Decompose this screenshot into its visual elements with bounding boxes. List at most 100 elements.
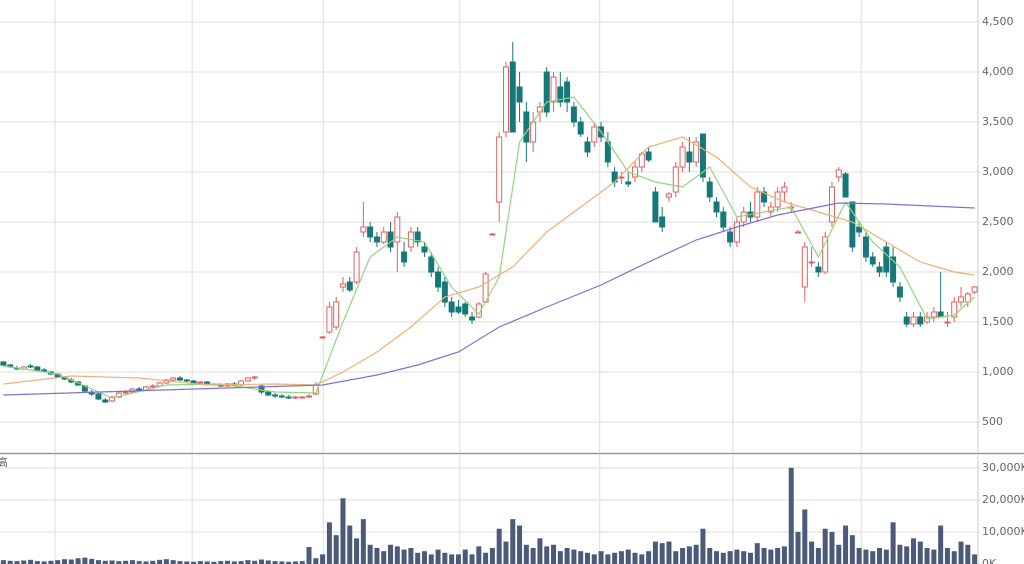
candle-body: [326, 306, 333, 333]
candle-body: [306, 395, 313, 398]
candle-body: [632, 166, 639, 178]
y-tick-label: 3,000: [982, 165, 1014, 178]
candle-body: [156, 382, 163, 387]
candle-body: [659, 216, 666, 228]
y-tick-label: 4,500: [982, 15, 1014, 28]
volume-bar: [306, 547, 312, 564]
volume-bar: [659, 543, 665, 564]
candle-body: [373, 236, 380, 243]
candle-body: [333, 301, 340, 328]
volume-bar: [48, 560, 54, 564]
volume-bar: [469, 554, 475, 564]
volume-bar: [530, 547, 536, 564]
candle-body: [584, 141, 591, 153]
volume-bar: [34, 561, 40, 564]
volume-bar: [204, 561, 210, 564]
volume-bar: [944, 547, 950, 564]
volume-bar: [815, 547, 821, 564]
candle-body: [346, 281, 353, 291]
volume-bar: [517, 525, 523, 564]
volume-bar: [435, 549, 441, 564]
candle-body: [136, 388, 143, 391]
volume-bar: [408, 547, 414, 564]
volume-bar: [557, 551, 563, 564]
volume-bar: [177, 561, 183, 564]
candle-body: [102, 399, 109, 403]
volume-bar: [591, 554, 597, 564]
volume-bar: [781, 546, 787, 564]
volume-bar: [415, 552, 421, 564]
y-tick-label: 2,500: [982, 215, 1014, 228]
y-tick-label: 4,000: [982, 65, 1014, 78]
volume-bar: [863, 549, 869, 564]
candle-body: [285, 396, 292, 399]
candle-body: [489, 233, 496, 236]
candle-body: [808, 261, 815, 264]
volume-bar: [136, 561, 142, 564]
volume-bar: [82, 557, 88, 564]
volume-bar: [870, 551, 876, 564]
volume-bar: [326, 522, 332, 564]
candle-body: [448, 301, 455, 313]
candle-body: [862, 236, 869, 258]
volume-bar: [632, 552, 638, 564]
candle-body: [95, 393, 102, 400]
volume-bar: [551, 544, 557, 564]
volume-bar: [904, 546, 910, 564]
volume-bar: [917, 541, 923, 564]
candle-body: [917, 316, 924, 325]
candle-body: [367, 226, 374, 238]
volume-bar: [476, 546, 482, 564]
candle-body: [910, 316, 917, 325]
candle-body: [421, 246, 428, 253]
candle-body: [115, 392, 122, 398]
candle-body: [964, 293, 971, 303]
y-tick-label: 2,000: [982, 265, 1014, 278]
candle-body: [801, 246, 808, 288]
candle-body: [299, 396, 306, 399]
volume-bar: [931, 549, 937, 564]
volume-bar: [157, 559, 163, 564]
candle-body: [183, 379, 190, 382]
volume-bar: [123, 560, 129, 564]
volume-bar: [299, 561, 305, 564]
candle-body: [496, 136, 503, 203]
candle-body: [251, 376, 258, 379]
volume-bar: [170, 560, 176, 564]
volume-bar: [693, 544, 699, 564]
candle-body: [570, 106, 577, 123]
candle-body: [699, 133, 706, 178]
volume-bar: [0, 560, 6, 564]
candle-body: [951, 301, 958, 318]
candle-body: [733, 221, 740, 243]
volume-bar: [788, 467, 794, 564]
volume-bar: [564, 547, 570, 564]
volume-bar: [754, 543, 760, 564]
candle-body: [890, 256, 897, 283]
volume-panel-label: 高: [0, 455, 8, 469]
moving-average-line: [3, 136, 975, 386]
candle-body: [272, 394, 279, 397]
candle-body: [469, 316, 476, 321]
candle-body: [761, 191, 768, 203]
y-tick-label: 1,000: [982, 365, 1014, 378]
candle-body: [665, 193, 672, 198]
candle-body: [869, 256, 876, 265]
volume-bar: [951, 551, 957, 564]
volume-bar: [218, 561, 224, 564]
volume-bar: [639, 554, 645, 564]
candle-body: [835, 169, 842, 178]
volume-bar: [197, 561, 203, 564]
candle-body: [896, 286, 903, 298]
volume-bar: [938, 525, 944, 564]
candle-body: [564, 81, 571, 103]
volume-bar: [211, 561, 217, 564]
candle-body: [679, 146, 686, 168]
volume-bar: [877, 547, 883, 564]
candle-body: [380, 231, 387, 243]
candle-body: [0, 361, 7, 366]
volume-bar: [313, 558, 319, 564]
volume-bar: [225, 560, 231, 564]
candle-body: [693, 141, 700, 163]
